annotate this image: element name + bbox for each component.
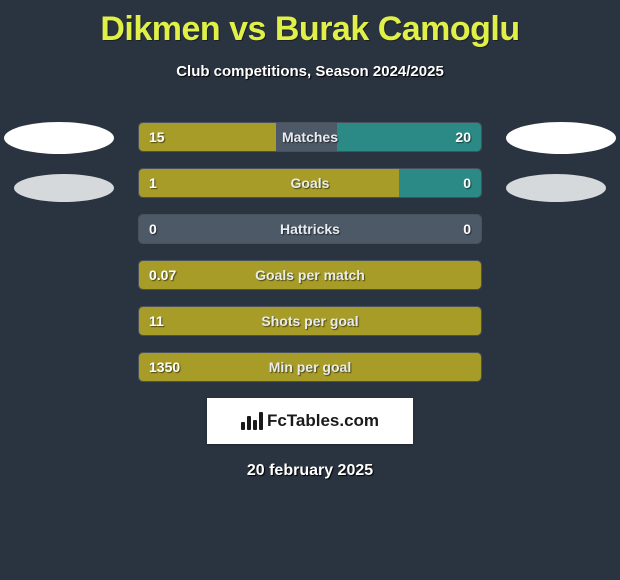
stat-row: 1Goals0 [138, 168, 482, 198]
stat-row: 0.07Goals per match [138, 260, 482, 290]
logo-bars-icon [241, 412, 263, 430]
stat-row: 1350Min per goal [138, 352, 482, 382]
stat-label: Hattricks [139, 215, 481, 243]
stat-row: 11Shots per goal [138, 306, 482, 336]
comparison-chart: 15Matches201Goals00Hattricks00.07Goals p… [0, 122, 620, 382]
stat-label: Shots per goal [139, 307, 481, 335]
page-title: Dikmen vs Burak Camoglu [0, 0, 620, 49]
stat-label: Goals per match [139, 261, 481, 289]
right-club-badge-placeholder [506, 122, 616, 154]
stat-row: 15Matches20 [138, 122, 482, 152]
snapshot-date: 20 february 2025 [0, 462, 620, 480]
stat-label: Matches [139, 123, 481, 151]
stat-rows: 15Matches201Goals00Hattricks00.07Goals p… [138, 122, 482, 382]
page-subtitle: Club competitions, Season 2024/2025 [0, 63, 620, 80]
left-country-badge-placeholder [14, 174, 114, 202]
left-club-badge-placeholder [4, 122, 114, 154]
logo-text: FcTables.com [267, 411, 379, 431]
right-value: 0 [463, 215, 471, 243]
right-country-badge-placeholder [506, 174, 606, 202]
right-value: 20 [455, 123, 471, 151]
stat-label: Min per goal [139, 353, 481, 381]
fctables-logo: FcTables.com [207, 398, 413, 444]
right-value: 0 [463, 169, 471, 197]
stat-label: Goals [139, 169, 481, 197]
stat-row: 0Hattricks0 [138, 214, 482, 244]
